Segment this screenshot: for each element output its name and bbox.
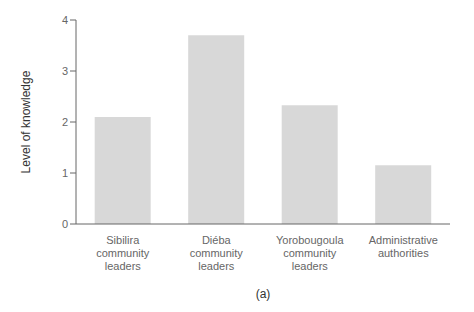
svg-text:Sibiliracommunityleaders: Sibiliracommunityleaders <box>96 234 150 272</box>
svg-text:3: 3 <box>62 65 68 77</box>
svg-text:Yorobougoulacommunityleaders: Yorobougoulacommunityleaders <box>276 234 344 272</box>
svg-text:Administrativeauthorities: Administrativeauthorities <box>369 234 438 259</box>
svg-text:Diébacommunityleaders: Diébacommunityleaders <box>190 234 244 272</box>
svg-text:Level of knowledge: Level of knowledge <box>19 70 33 173</box>
svg-text:4: 4 <box>62 14 68 26</box>
svg-text:2: 2 <box>62 116 68 128</box>
svg-text:0: 0 <box>62 218 68 230</box>
svg-text:(a): (a) <box>256 287 271 301</box>
svg-text:1: 1 <box>62 167 68 179</box>
